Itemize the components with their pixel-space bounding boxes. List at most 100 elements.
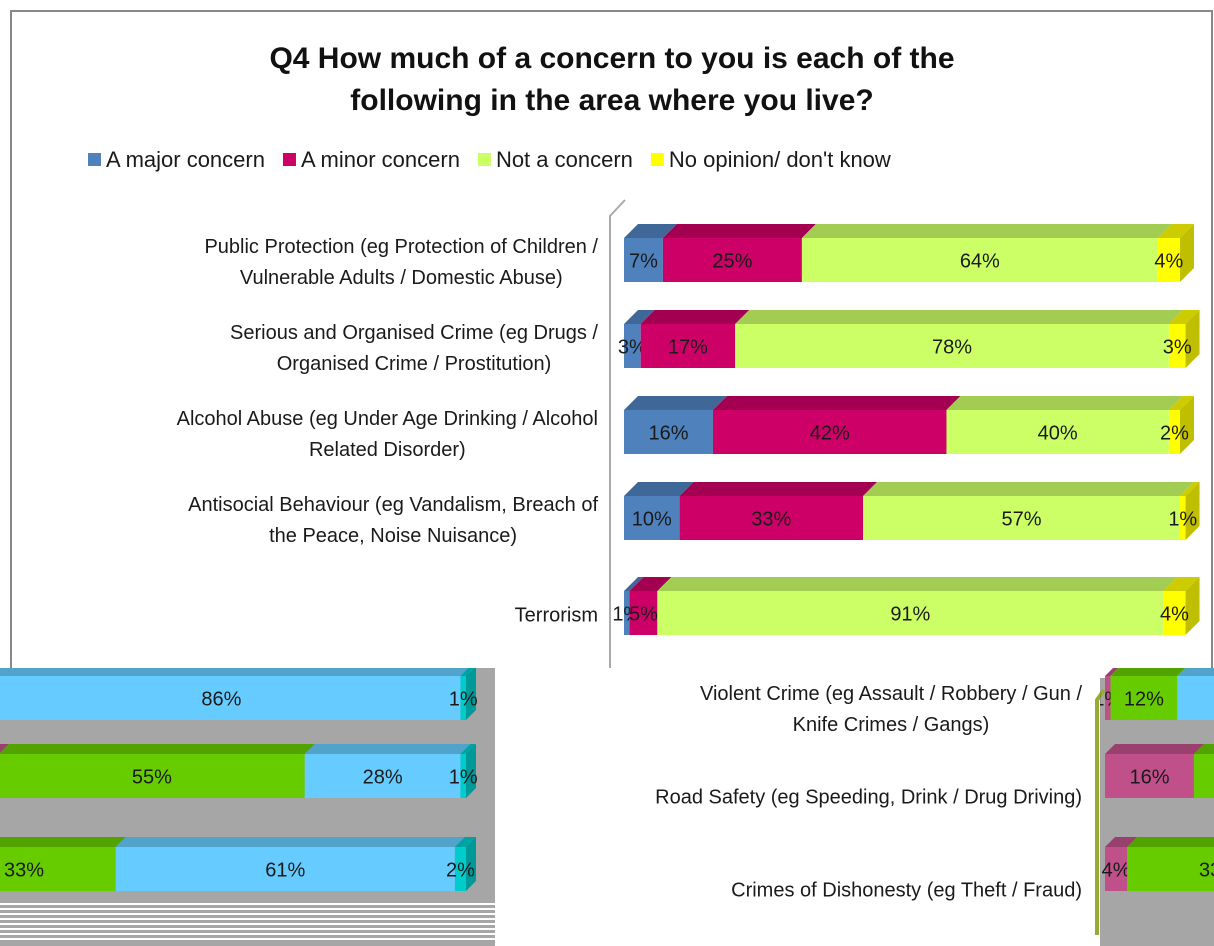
plot-area: 7% 25% 64% 4% 3% 17% 78% 3% 16% 42% 40% 2% 10% 33% 57%… <box>612 224 1200 635</box>
bar-top <box>863 482 1194 496</box>
legend-swatch <box>650 153 664 166</box>
bar <box>657 591 1164 635</box>
bar-top <box>460 668 474 676</box>
legend-swatch <box>88 153 101 166</box>
bar <box>460 754 466 798</box>
data-label: 3% <box>618 336 647 358</box>
bar <box>629 591 658 635</box>
bar <box>1105 676 1111 720</box>
bar-side <box>1180 396 1194 454</box>
data-label: 42% <box>810 422 850 444</box>
legend-swatch <box>282 153 296 166</box>
data-label: 33% <box>4 859 44 881</box>
bar-top <box>1105 668 1119 676</box>
bar-top <box>946 396 1183 410</box>
bar-top <box>1177 668 1214 676</box>
data-label: 17% <box>668 336 708 358</box>
bar <box>863 496 1180 540</box>
bar <box>1110 676 1178 720</box>
bar <box>712 410 947 454</box>
bar-top <box>801 224 1172 238</box>
category-label: Terrorism <box>514 604 598 627</box>
stripes <box>0 903 495 940</box>
data-label: 33% <box>1199 859 1214 881</box>
legend-label: Not a concern <box>496 147 633 172</box>
bar <box>454 847 466 891</box>
bar-top <box>0 668 469 676</box>
bar-top <box>624 577 644 591</box>
bar <box>640 324 736 368</box>
back-wall <box>609 199 626 700</box>
bar <box>460 676 466 720</box>
data-label: 86% <box>201 688 241 710</box>
data-label: 1% <box>1168 508 1197 530</box>
data-label: 1% <box>449 688 478 710</box>
data-label: 91% <box>890 603 930 625</box>
bar-top <box>1157 224 1194 238</box>
bar <box>1168 324 1186 368</box>
bar-top <box>679 482 878 496</box>
category-label: Serious and Organised Crime (eg Drugs / … <box>230 322 598 375</box>
legend-label: No opinion/ don't know <box>669 147 891 172</box>
bar <box>946 410 1169 454</box>
chart-title: Q4 How much of a concern to you is each … <box>269 42 955 117</box>
bar-top <box>624 310 655 324</box>
bar-top <box>115 837 465 847</box>
data-label: 61% <box>265 859 305 881</box>
bar-top <box>624 396 727 410</box>
data-label: 2% <box>1160 422 1189 444</box>
bar <box>624 591 630 635</box>
bar-top <box>662 224 816 238</box>
bar <box>0 754 305 798</box>
bar-side <box>1185 310 1200 368</box>
data-label: 4% <box>1160 603 1189 625</box>
bar <box>0 676 461 720</box>
bar <box>304 754 461 798</box>
data-label: 4% <box>1102 859 1131 881</box>
bar <box>662 238 802 282</box>
data-label: 28% <box>363 766 403 788</box>
bar-top <box>0 744 315 754</box>
bar <box>0 847 116 891</box>
category-label: Road Safety (eg Speeding, Drink / Drug D… <box>655 786 1082 809</box>
bar-top <box>460 744 476 754</box>
bar <box>624 410 713 454</box>
legend: A major concern A minor concern Not a conc… <box>88 147 891 172</box>
bar <box>1105 754 1194 798</box>
back-wall <box>1095 688 1106 935</box>
bar-top <box>1193 744 1214 754</box>
category-label: Antisocial Behaviour (eg Vandalism, Brea… <box>188 494 598 547</box>
bar <box>1180 496 1186 540</box>
data-label: 16% <box>1129 766 1169 788</box>
bar-top <box>454 837 476 847</box>
bar-top <box>1127 837 1214 847</box>
bar-top <box>0 744 9 753</box>
bar <box>624 238 663 282</box>
legend-label: A major concern <box>106 147 265 172</box>
bar-top <box>624 482 694 496</box>
bar-top <box>1163 577 1200 591</box>
bar <box>1105 847 1128 891</box>
bar-top <box>657 577 1178 591</box>
data-label: 4% <box>1154 250 1183 272</box>
data-label: 55% <box>132 766 172 788</box>
data-label: 7% <box>629 250 658 272</box>
data-label: 12% <box>1124 688 1164 710</box>
bar-side <box>1185 482 1200 540</box>
data-label: 5% <box>629 603 658 625</box>
bar <box>1177 676 1214 720</box>
bar <box>1157 238 1180 282</box>
data-label: 33% <box>751 508 791 530</box>
data-label: 40% <box>1038 422 1078 444</box>
bar-top <box>640 310 750 324</box>
legend-swatch <box>477 153 491 166</box>
bar <box>1193 754 1214 798</box>
data-label: 64% <box>960 250 1000 272</box>
data-label: 25% <box>712 250 752 272</box>
bar <box>624 496 680 540</box>
fragment-bg <box>495 668 1214 946</box>
fragment-right: 1%12%86%1%16%55%28%1%4%33%61%2% <box>495 668 1214 946</box>
category-label: Crimes of Dishonesty (eg Theft / Fraud) <box>731 879 1082 902</box>
